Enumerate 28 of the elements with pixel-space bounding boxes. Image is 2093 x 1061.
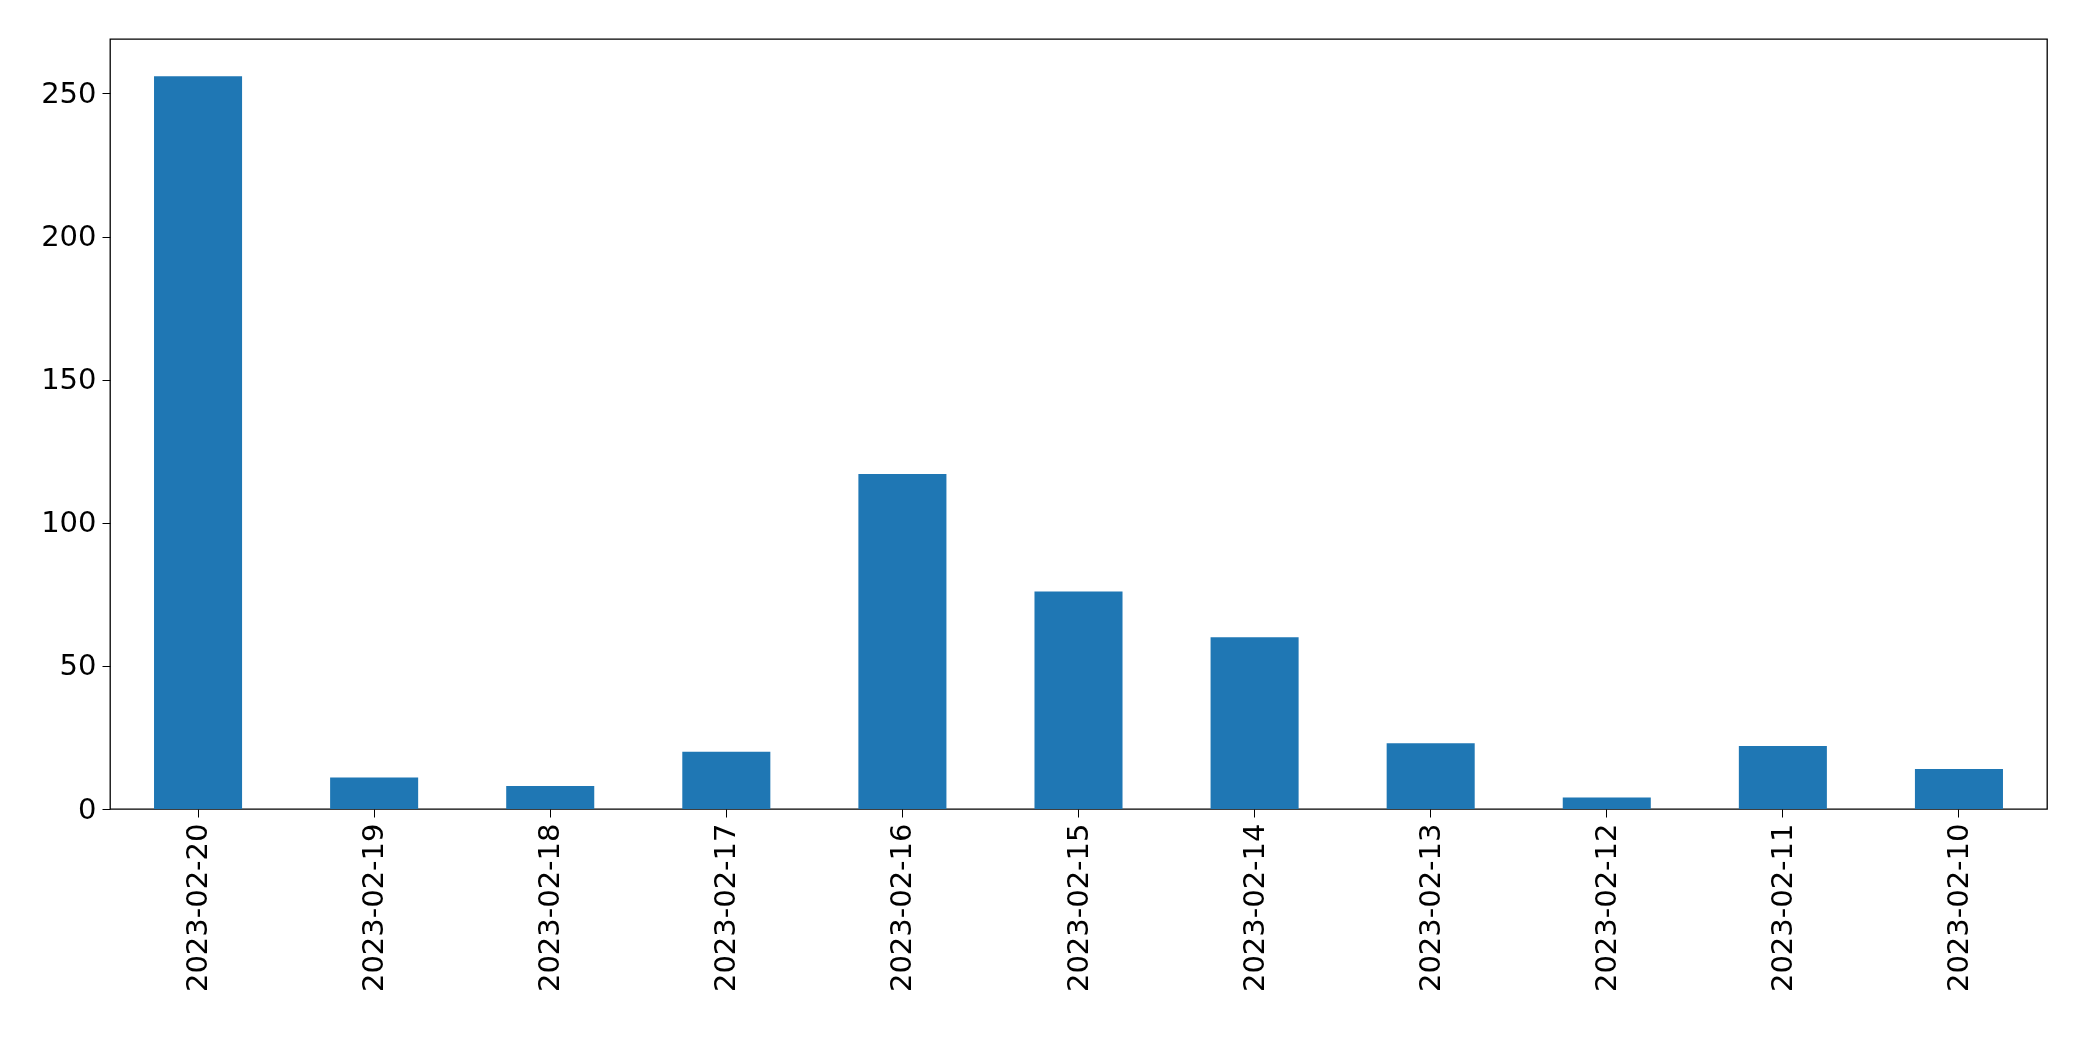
x-tick-label: 2023-02-20 (180, 823, 215, 993)
x-tick-label: 2023-02-17 (708, 823, 743, 993)
y-tick-label: 0 (78, 791, 97, 826)
x-tick-label: 2023-02-13 (1412, 823, 1447, 993)
bar (1386, 743, 1475, 809)
y-tick-label: 50 (59, 648, 97, 683)
bar (858, 474, 947, 809)
bar (1034, 591, 1123, 809)
x-tick-label: 2023-02-10 (1940, 823, 1975, 993)
bar (1562, 797, 1651, 809)
bar (1210, 637, 1299, 809)
x-tick-label: 2023-02-15 (1060, 823, 1095, 993)
x-tick-label: 2023-02-14 (1236, 823, 1271, 993)
x-tick-label: 2023-02-11 (1764, 823, 1799, 993)
bar (330, 777, 419, 809)
bar (154, 76, 243, 809)
bar (682, 751, 771, 809)
y-tick-label: 100 (41, 505, 97, 540)
x-tick-label: 2023-02-16 (884, 823, 919, 993)
bar (506, 786, 595, 809)
bar (1738, 746, 1827, 809)
y-tick-label: 150 (41, 362, 97, 397)
x-tick-label: 2023-02-12 (1588, 823, 1623, 993)
x-tick-label: 2023-02-19 (356, 823, 391, 993)
x-tick-label: 2023-02-18 (532, 823, 567, 993)
y-tick-label: 200 (41, 219, 97, 254)
bar (1914, 768, 2003, 809)
y-tick-label: 250 (41, 75, 97, 110)
